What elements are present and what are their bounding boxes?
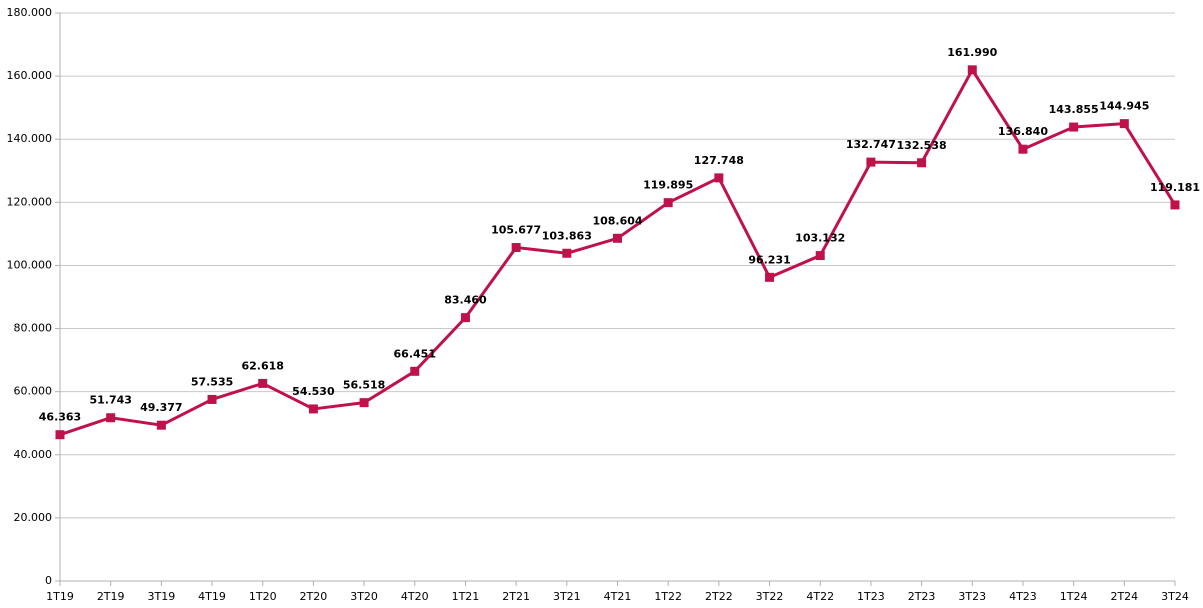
value-label: 49.377 — [140, 401, 182, 414]
marker — [663, 198, 673, 208]
x-tick-label: 3T20 — [350, 590, 378, 603]
x-tick-label: 2T20 — [300, 590, 328, 603]
marker — [460, 313, 470, 323]
value-label: 108.604 — [592, 214, 642, 227]
x-tick-label: 4T21 — [604, 590, 632, 603]
marker — [562, 248, 572, 258]
marker — [410, 366, 420, 376]
marker — [1069, 122, 1079, 132]
x-tick-label: 1T24 — [1060, 590, 1088, 603]
marker — [613, 233, 622, 243]
value-label: 132.747 — [846, 138, 896, 151]
value-label: 136.840 — [998, 125, 1048, 138]
y-tick-label: 20.000 — [14, 511, 53, 524]
x-tick-label: 3T22 — [756, 590, 784, 603]
value-label: 161.990 — [947, 46, 997, 59]
x-tick-label: 4T23 — [1009, 590, 1037, 603]
y-tick-label: 120.000 — [7, 195, 53, 208]
x-tick-label: 4T20 — [401, 590, 429, 603]
x-tick-label: 3T19 — [148, 590, 176, 603]
marker — [815, 251, 825, 261]
x-tick-label: 3T24 — [1161, 590, 1189, 603]
y-tick-label: 100.000 — [7, 258, 53, 271]
value-label: 132.538 — [897, 139, 947, 152]
marker — [359, 398, 369, 408]
x-tick-label: 4T19 — [198, 590, 226, 603]
value-label: 119.895 — [643, 179, 693, 192]
marker — [106, 413, 116, 423]
x-tick-label: 1T19 — [46, 590, 74, 603]
marker — [917, 158, 927, 168]
value-label: 103.132 — [795, 232, 845, 245]
marker — [1018, 144, 1028, 154]
y-tick-label: 40.000 — [14, 448, 53, 461]
value-label: 83.460 — [444, 294, 487, 307]
y-tick-label: 180.000 — [7, 6, 53, 19]
marker — [308, 404, 318, 414]
x-tick-label: 2T24 — [1110, 590, 1138, 603]
marker — [207, 394, 217, 404]
x-tick-label: 1T23 — [857, 590, 885, 603]
value-label: 96.231 — [748, 253, 790, 266]
value-label: 54.530 — [292, 385, 335, 398]
marker — [967, 65, 977, 75]
x-tick-label: 2T21 — [502, 590, 530, 603]
y-tick-label: 160.000 — [7, 69, 53, 82]
x-tick-label: 2T19 — [97, 590, 125, 603]
y-tick-label: 140.000 — [7, 132, 53, 145]
x-tick-label: 3T21 — [553, 590, 581, 603]
marker — [511, 243, 521, 253]
marker — [258, 378, 268, 388]
value-label: 144.945 — [1099, 100, 1149, 113]
y-tick-label: 80.000 — [14, 322, 53, 335]
x-tick-label: 2T22 — [705, 590, 733, 603]
marker — [714, 173, 724, 183]
value-label: 62.618 — [242, 359, 284, 372]
y-tick-label: 0 — [45, 574, 52, 587]
marker — [866, 157, 876, 167]
marker — [156, 420, 166, 430]
y-tick-label: 60.000 — [14, 385, 53, 398]
value-label: 127.748 — [694, 154, 744, 167]
x-tick-label: 2T23 — [908, 590, 936, 603]
value-label: 46.363 — [39, 411, 81, 424]
value-label: 51.743 — [89, 394, 131, 407]
value-label: 66.451 — [394, 347, 436, 360]
x-tick-label: 4T22 — [806, 590, 834, 603]
value-label: 56.518 — [343, 379, 385, 392]
value-label: 103.863 — [542, 229, 592, 242]
x-tick-label: 3T23 — [958, 590, 986, 603]
marker — [1119, 119, 1129, 129]
marker — [55, 430, 65, 440]
x-tick-label: 1T22 — [654, 590, 682, 603]
value-label: 143.855 — [1049, 103, 1099, 116]
value-label: 119.181 — [1150, 181, 1200, 194]
value-label: 105.677 — [491, 224, 541, 237]
x-tick-label: 1T20 — [249, 590, 277, 603]
value-label: 57.535 — [191, 375, 233, 388]
x-tick-label: 1T21 — [452, 590, 480, 603]
marker — [1170, 200, 1180, 210]
marker — [765, 272, 775, 282]
